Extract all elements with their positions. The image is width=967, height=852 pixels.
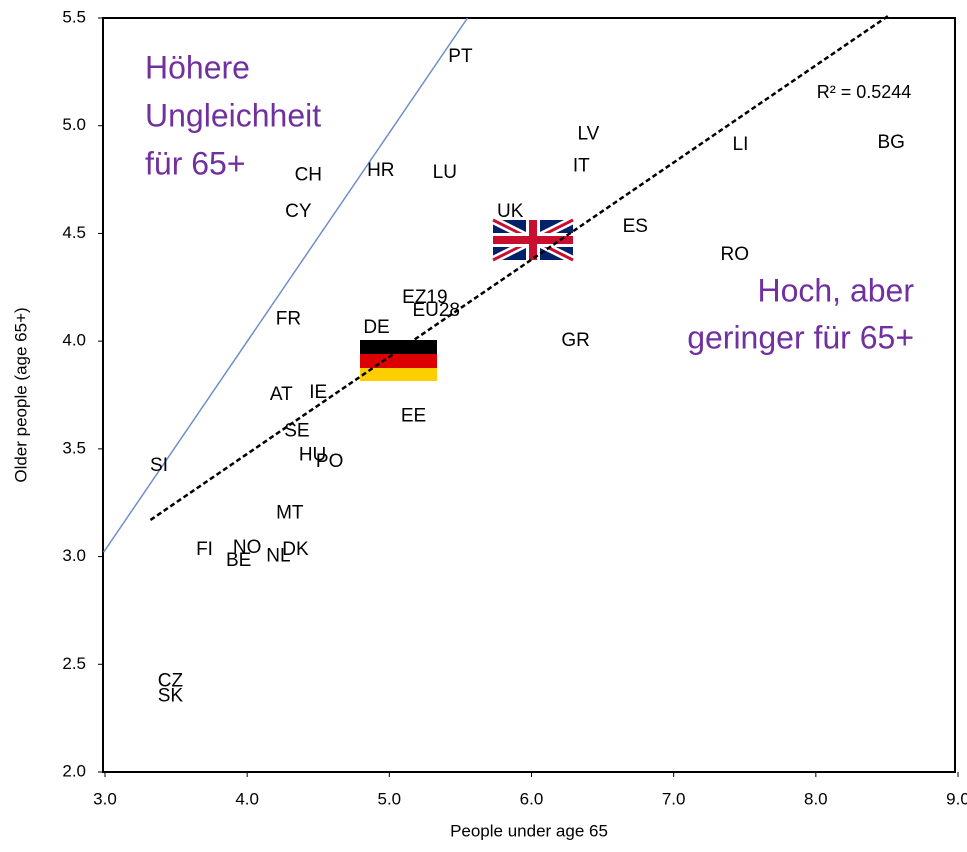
point-label: FI: [196, 539, 213, 560]
annotation: für 65+: [145, 145, 246, 181]
x-tick-label: 9.0: [946, 789, 967, 808]
annotation: Ungleichheit: [145, 97, 321, 133]
y-tick-label: 3.0: [62, 546, 86, 565]
point-label: PT: [448, 46, 473, 67]
point-label: MT: [276, 503, 304, 524]
point-label: FR: [276, 309, 301, 330]
annotation: Höhere: [145, 49, 250, 85]
de-flag: [360, 340, 437, 381]
point-label: AT: [270, 384, 293, 405]
point-label: LI: [733, 134, 749, 155]
reference-line: [103, 18, 469, 553]
y-tick-label: 3.5: [62, 438, 86, 457]
y-tick-label: 5.0: [62, 115, 86, 134]
point-label: EU28: [412, 300, 460, 321]
r-squared: R² = 0.5244: [817, 82, 912, 102]
x-axis-label: People under age 65: [450, 821, 608, 840]
point-label: HU: [299, 444, 326, 465]
point-label: EZ19: [402, 287, 447, 308]
point-label: IT: [573, 156, 590, 177]
point-label: DE: [363, 317, 389, 338]
point-label: LV: [577, 123, 599, 144]
point-label: SE: [284, 421, 309, 442]
point-label: DK: [282, 539, 309, 560]
y-tick-label: 4.0: [62, 331, 86, 350]
point-label: ES: [623, 216, 648, 237]
annotation: geringer für 65+: [687, 319, 914, 355]
point-label: UK: [497, 201, 524, 222]
point-label: IE: [309, 382, 327, 403]
point-label: NL: [266, 546, 290, 567]
point-label: CY: [285, 201, 312, 222]
trend-line: [149, 14, 890, 521]
point-label: RO: [721, 244, 750, 265]
plot-frame: [102, 17, 956, 773]
point-label: SI: [150, 455, 168, 476]
x-tick-label: 7.0: [662, 789, 686, 808]
point-label: CH: [295, 164, 322, 185]
point-label: HR: [367, 160, 394, 181]
point-label: GR: [561, 330, 590, 351]
point-label: LU: [433, 162, 457, 183]
y-axis-label: Older people (age 65+): [11, 307, 30, 482]
x-tick-label: 5.0: [378, 789, 402, 808]
point-label: EE: [401, 406, 426, 427]
point-label: BG: [877, 132, 904, 153]
point-label: NO: [233, 537, 262, 558]
x-tick-label: 8.0: [804, 789, 828, 808]
x-tick-label: 4.0: [235, 789, 259, 808]
point-label: PO: [316, 451, 343, 472]
y-tick-label: 2.0: [62, 761, 86, 780]
point-label: BE: [226, 550, 251, 571]
annotation: Hoch, aber: [757, 272, 914, 308]
y-tick-label: 2.5: [62, 654, 86, 673]
y-tick-label: 4.5: [62, 223, 86, 242]
point-label: SK: [158, 686, 184, 707]
x-tick-label: 6.0: [520, 789, 544, 808]
x-tick-label: 3.0: [93, 789, 117, 808]
y-tick-label: 5.5: [62, 7, 86, 26]
point-label: CZ: [158, 671, 184, 692]
